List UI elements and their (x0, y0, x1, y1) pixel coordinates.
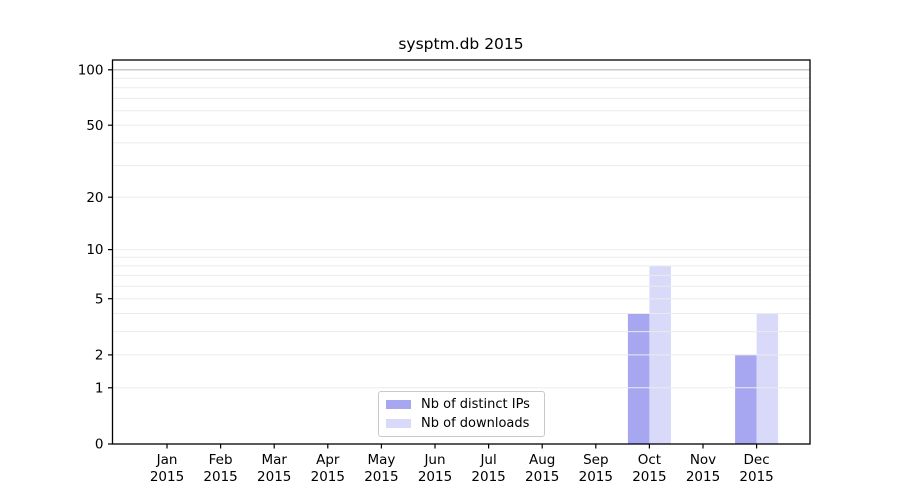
legend-label-downloads: Nb of downloads (421, 415, 530, 431)
bar-distinct-ips (627, 313, 650, 444)
y-tick-label: 1 (95, 380, 104, 396)
x-tick-label-month: Mar (261, 452, 287, 468)
x-tick-label-month: Feb (209, 452, 233, 468)
legend-item-distinct-ips: Nb of distinct IPs (386, 397, 537, 413)
x-tick-label-year: 2015 (364, 469, 398, 485)
legend-item-downloads: Nb of downloads (386, 416, 537, 432)
plot-border (111, 59, 811, 445)
x-tick-label-month: Apr (316, 452, 340, 468)
x-tick-label-month: Oct (638, 452, 661, 468)
x-tick-label-month: Dec (744, 452, 770, 468)
x-tick-label-month: Aug (529, 452, 555, 468)
x-tick-label-year: 2015 (203, 469, 237, 485)
x-tick-label-month: Jan (156, 452, 178, 468)
y-tick-label: 0 (95, 437, 104, 453)
y-tick-label: 50 (86, 118, 103, 134)
legend-label-distinct-ips: Nb of distinct IPs (421, 396, 530, 412)
x-tick-label-year: 2015 (311, 469, 345, 485)
x-tick-label-month: Sep (583, 452, 608, 468)
legend-swatch-downloads (386, 419, 411, 428)
x-tick-label-year: 2015 (418, 469, 452, 485)
x-tick-label-year: 2015 (579, 469, 613, 485)
x-tick-label-year: 2015 (525, 469, 559, 485)
y-tick-label: 20 (86, 190, 103, 206)
y-tick-label: 2 (95, 348, 104, 364)
x-tick-label-year: 2015 (686, 469, 720, 485)
y-tick-label: 5 (95, 291, 104, 307)
x-tick-label-year: 2015 (257, 469, 291, 485)
bar-distinct-ips (735, 354, 757, 444)
chart-title: sysptm.db 2015 (398, 35, 524, 53)
x-tick-label-year: 2015 (739, 469, 773, 485)
x-tick-label-year: 2015 (471, 469, 505, 485)
x-tick-label-year: 2015 (150, 469, 184, 485)
legend-swatch-distinct-ips (386, 400, 411, 409)
x-tick-label-month: May (367, 452, 395, 468)
x-tick-label-month: Jun (423, 452, 445, 468)
y-tick-label: 100 (78, 62, 104, 78)
x-tick-label-month: Jul (479, 452, 496, 468)
x-tick-label-month: Nov (690, 452, 716, 468)
chart-legend: Nb of distinct IPs Nb of downloads (378, 391, 545, 437)
bar-downloads (756, 313, 779, 444)
x-tick-label-year: 2015 (632, 469, 666, 485)
y-tick-label: 10 (86, 242, 103, 258)
